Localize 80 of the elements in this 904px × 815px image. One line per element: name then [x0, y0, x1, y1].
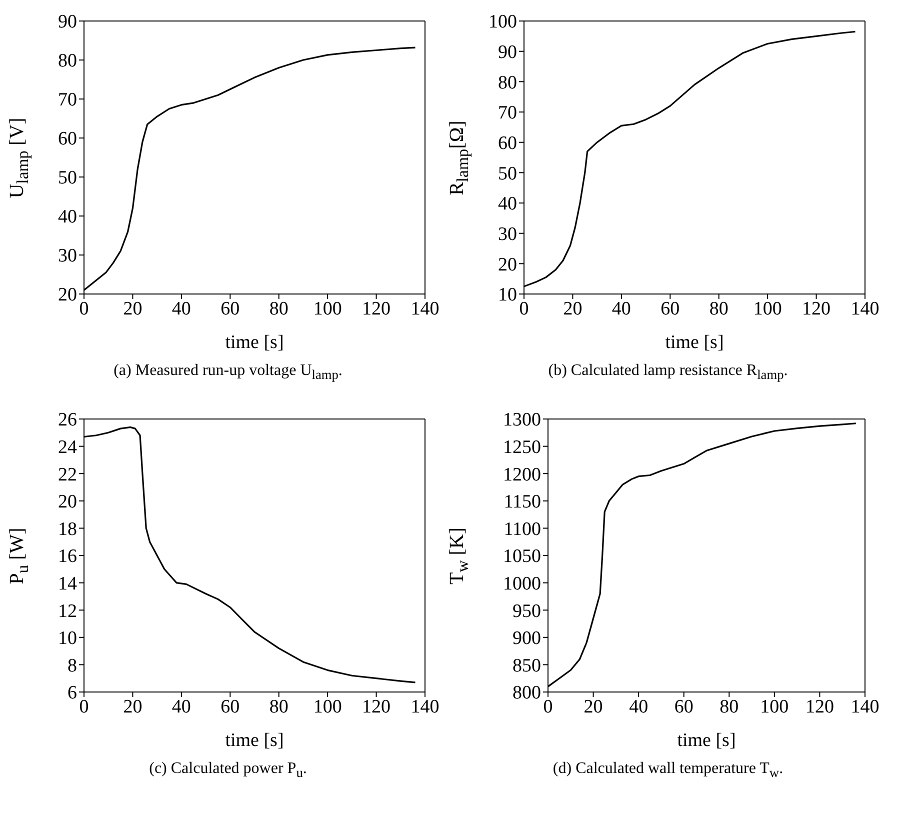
y-tick-label: 20 [498, 254, 517, 276]
y-tick-label: 14 [58, 574, 78, 595]
x-tick-label: 100 [753, 298, 782, 320]
y-tick-label: 50 [58, 168, 77, 189]
y-tick-label: 1250 [503, 437, 541, 458]
text: (d) Calculated wall temperature T$_{w}$. [552, 760, 784, 782]
x-tick-label: 80 [269, 298, 288, 320]
x-tick-label: 60 [660, 298, 680, 320]
y-tick-label: 6 [68, 682, 77, 704]
x-tick-label: 20 [123, 696, 142, 718]
x-tick-label: 0 [519, 298, 529, 320]
y-tick-label: 18 [58, 518, 77, 540]
x-tick-label: 0 [79, 696, 89, 718]
y-tick-label: 90 [498, 42, 517, 64]
x-tick-label: 80 [720, 696, 739, 718]
text: (b) Calculated lamp resistance R$_{lamp}$. [547, 362, 789, 384]
y-tick-label: 1100 [504, 518, 541, 540]
y-tick-label: 60 [58, 128, 77, 150]
x-tick-label: 40 [612, 298, 631, 320]
x-tick-label: 100 [313, 298, 342, 320]
y-tick-label: 950 [512, 600, 541, 622]
y-tick-label: 90 [58, 12, 77, 33]
x-axis-title: time [s] [677, 730, 736, 751]
y-tick-label: 70 [58, 90, 77, 111]
y-tick-label: 20 [58, 284, 77, 306]
x-tick-label: 80 [709, 298, 728, 320]
y-tick-label: 900 [512, 628, 541, 650]
x-axis-title: time [s] [225, 332, 284, 353]
x-tick-label: 20 [123, 298, 142, 320]
x-tick-label: 120 [362, 298, 391, 320]
y-tick-label: 24 [58, 437, 78, 458]
y-tick-label: 80 [58, 50, 77, 72]
x-tick-label: 60 [220, 696, 240, 718]
y-tick-label: 1150 [504, 492, 541, 513]
y-tick-label: 40 [58, 206, 77, 228]
text: (a) Measured run-up voltage U$_{lamp}$. [112, 362, 344, 384]
x-tick-label: 140 [410, 696, 440, 718]
y-tick-label: 60 [498, 133, 517, 154]
y-tick-label: 50 [498, 163, 517, 184]
x-tick-label: 20 [563, 298, 582, 320]
x-tick-label: 100 [760, 696, 789, 718]
y-tick-label: 800 [512, 682, 541, 704]
x-tick-label: 20 [584, 696, 603, 718]
y-tick-label: 1050 [503, 546, 541, 568]
y-tick-label: 80 [498, 72, 517, 94]
x-tick-label: 40 [629, 696, 648, 718]
x-axis-title: time [s] [225, 730, 284, 751]
x-tick-label: 60 [220, 298, 240, 320]
x-tick-label: 0 [79, 298, 89, 320]
x-tick-label: 120 [362, 696, 391, 718]
y-tick-label: 1200 [503, 464, 541, 486]
x-tick-label: 40 [172, 298, 191, 320]
y-tick-label: 40 [498, 194, 517, 215]
y-tick-label: 20 [58, 492, 77, 513]
y-tick-label: 22 [58, 464, 77, 486]
y-tick-label: 100 [488, 12, 517, 33]
y-tick-label: 16 [58, 546, 77, 568]
x-tick-label: 0 [543, 696, 553, 718]
x-tick-label: 80 [269, 696, 288, 718]
y-tick-label: 1300 [503, 410, 541, 431]
y-tick-label: 12 [58, 600, 77, 622]
x-tick-label: 40 [172, 696, 191, 718]
y-tick-label: 850 [512, 655, 541, 676]
x-tick-label: 100 [313, 696, 342, 718]
y-tick-label: 1000 [503, 574, 541, 595]
x-tick-label: 120 [802, 298, 831, 320]
y-tick-label: 30 [58, 246, 77, 267]
y-tick-label: 26 [58, 410, 77, 431]
y-tick-label: 10 [58, 628, 77, 650]
x-tick-label: 120 [805, 696, 834, 718]
x-tick-label: 60 [674, 696, 694, 718]
y-tick-label: 70 [498, 102, 517, 124]
x-tick-label: 140 [850, 696, 880, 718]
x-axis-title: time [s] [665, 332, 724, 353]
y-tick-label: 8 [68, 655, 77, 676]
x-tick-label: 140 [850, 298, 880, 320]
x-tick-label: 140 [410, 298, 440, 320]
y-tick-label: 10 [498, 284, 517, 306]
y-tick-label: 30 [498, 224, 517, 246]
text: (c) Calculated power P$_{u}$. [148, 760, 308, 782]
